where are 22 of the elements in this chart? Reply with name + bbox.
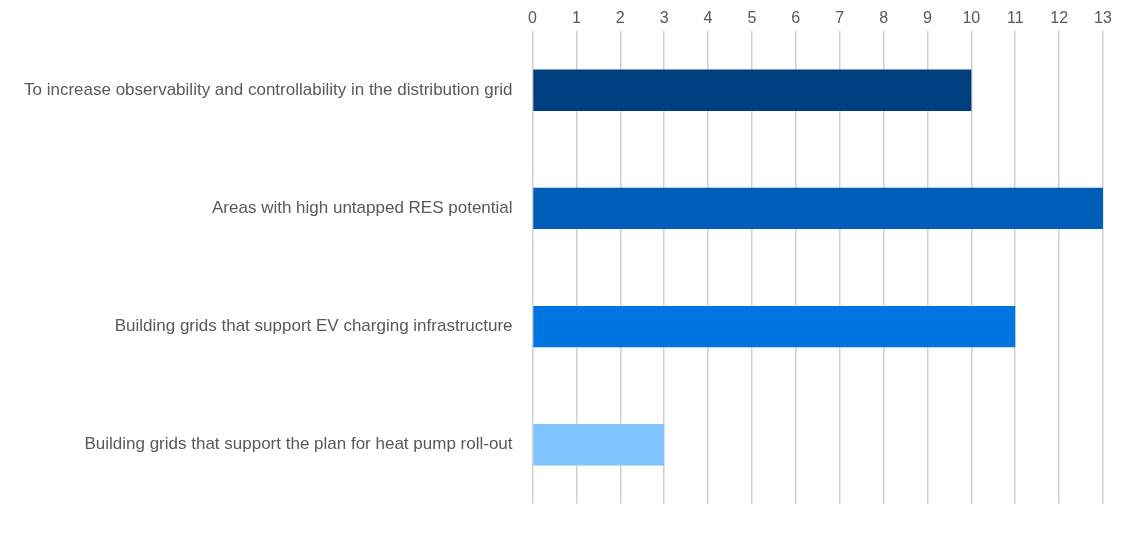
x-tick-label: 13 (1094, 9, 1112, 27)
x-tick-label: 1 (571, 9, 581, 27)
x-tick-label: 0 (528, 9, 538, 27)
x-tick-label: 4 (703, 9, 713, 27)
x-tick-label: 6 (791, 9, 801, 27)
y-tick-label: Areas with high untapped RES potential (212, 198, 513, 218)
x-tick-label: 9 (923, 9, 933, 27)
y-tick-label: To increase observability and controllability in the distribution grid (23, 79, 513, 99)
x-tick-label: 11 (1006, 9, 1024, 27)
x-tick-label: 10 (962, 9, 981, 27)
x-tick-label: 5 (747, 9, 757, 27)
x-tick-label: 3 (659, 9, 669, 27)
x-tick-label: 8 (879, 9, 889, 27)
x-tick-label: 12 (1050, 9, 1069, 27)
y-tick-label: Building grids that support EV charging infrastructure (114, 316, 513, 336)
bar (533, 187, 1103, 230)
bar (533, 424, 665, 466)
bar (533, 69, 972, 111)
bar (533, 305, 1016, 348)
y-tick-label: Building grids that support the plan for heat pump roll-out (84, 434, 513, 454)
x-tick-label: 2 (615, 9, 625, 27)
x-tick-label: 7 (835, 9, 845, 27)
